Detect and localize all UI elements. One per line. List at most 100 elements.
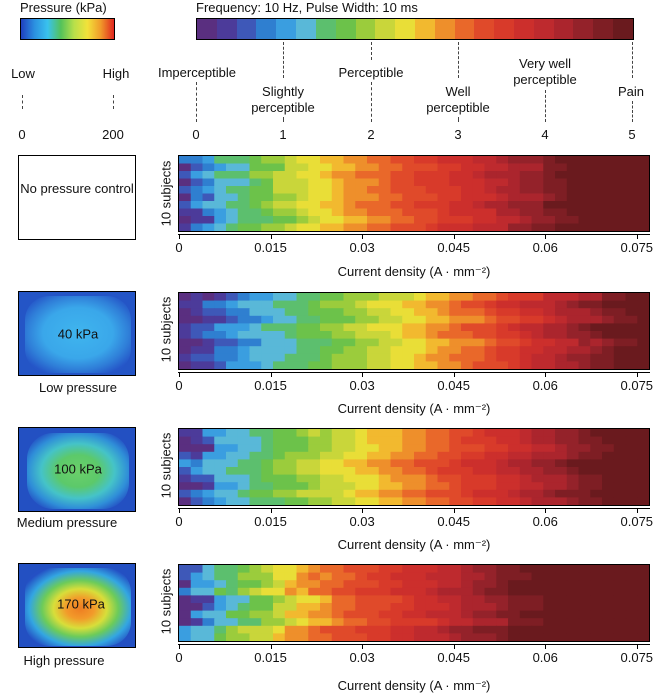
- heatmap-cell: [461, 595, 474, 604]
- heatmap-cell: [355, 300, 368, 309]
- heatmap-cell: [519, 186, 533, 195]
- heatmap-cell: [308, 451, 321, 460]
- heatmap-cell: [461, 323, 474, 332]
- heatmap-cell: [414, 361, 427, 369]
- heatmap-cell: [308, 587, 321, 596]
- heatmap-cell: [508, 156, 521, 165]
- heatmap-cell: [237, 156, 251, 165]
- heatmap-cell: [190, 171, 204, 180]
- heatmap-cell: [449, 353, 462, 362]
- heatmap-cell: [472, 216, 486, 225]
- heatmap-cell: [414, 331, 427, 340]
- heatmap-cell: [437, 315, 450, 324]
- heatmap-cell: [308, 186, 321, 195]
- heatmap-cell: [214, 618, 227, 627]
- heatmap-cell: [437, 338, 450, 347]
- heatmap-cell: [566, 315, 580, 324]
- heatmap-cell: [402, 565, 415, 574]
- heatmap-cell: [637, 625, 649, 634]
- heatmap-cell: [355, 451, 368, 460]
- heatmap-cell: [555, 429, 568, 438]
- heatmap-cell: [578, 208, 591, 217]
- heatmap-cell: [590, 467, 603, 476]
- heatmap-cell: [461, 223, 474, 231]
- heatmap-cell: [555, 323, 568, 332]
- heatmap-cell: [284, 193, 298, 202]
- heatmap-cell: [637, 308, 649, 317]
- heatmap-cell: [202, 467, 215, 476]
- heatmap-cell: [555, 216, 568, 225]
- heatmap-cell: [273, 201, 286, 210]
- heatmap-cell: [543, 618, 556, 627]
- heatmap-cell: [261, 444, 274, 453]
- heatmap-cell: [461, 171, 474, 180]
- heatmap-cell: [237, 300, 251, 309]
- heatmap-cell: [308, 444, 321, 453]
- heatmap-cell: [590, 208, 603, 217]
- heatmap-cell: [378, 208, 392, 217]
- heatmap-cell: [613, 625, 627, 634]
- heatmap-cell: [625, 618, 638, 627]
- heatmap-cell: [543, 156, 556, 165]
- heatmap-cell: [566, 625, 580, 634]
- heatmap-cell: [566, 565, 580, 574]
- heatmap-cell: [484, 451, 497, 460]
- pressure-high-dash: [113, 95, 114, 109]
- heatmap-cell: [613, 323, 627, 332]
- heatmap-cell: [214, 193, 227, 202]
- heatmap-cell: [390, 208, 403, 217]
- x-tick-label: 0.03: [349, 240, 375, 255]
- heatmap-cell: [484, 178, 497, 187]
- heatmap-cell: [237, 618, 251, 627]
- heatmap-cell: [508, 580, 521, 589]
- x-tick-label: 0.06: [532, 514, 558, 529]
- heatmap-cell: [472, 610, 486, 619]
- heatmap-cell: [461, 156, 474, 165]
- heatmap-cell: [613, 338, 627, 347]
- heatmap-cell: [543, 293, 556, 302]
- heatmap-cell: [613, 171, 627, 180]
- heatmap-cell: [531, 193, 544, 202]
- heatmap-cell: [214, 474, 227, 483]
- heatmap-cell: [226, 580, 239, 589]
- heatmap-cell: [226, 618, 239, 627]
- x-tick: [636, 508, 638, 513]
- heatmap-cell: [484, 459, 497, 468]
- heatmap-cell: [449, 444, 462, 453]
- heatmap-cell: [425, 587, 439, 596]
- heatmap-cell: [367, 208, 380, 217]
- heatmap-cell: [214, 331, 227, 340]
- heatmap-cell: [308, 572, 321, 581]
- heatmap-cell: [472, 459, 486, 468]
- heatmap-cell: [566, 633, 580, 641]
- heatmap-cell: [414, 625, 427, 634]
- heatmap-cell: [343, 595, 356, 604]
- heatmap-cell: [226, 459, 239, 468]
- heatmap-cell: [320, 603, 333, 612]
- heatmap-cell: [414, 572, 427, 581]
- heatmap-cell: [355, 595, 368, 604]
- heatmap-cell: [425, 201, 439, 210]
- heatmap-cell: [555, 300, 568, 309]
- heatmap-cell: [402, 459, 415, 468]
- heatmap-cell: [613, 474, 627, 483]
- heatmap-cell: [237, 361, 251, 369]
- heatmap-cell: [226, 489, 239, 498]
- heatmap-cell: [355, 361, 368, 369]
- heatmap-cell: [437, 595, 450, 604]
- heatmap-cell: [390, 223, 403, 231]
- heatmap-cell: [555, 595, 568, 604]
- heatmap-cell: [472, 603, 486, 612]
- heatmap-cell: [237, 595, 251, 604]
- heatmap-cell: [402, 331, 415, 340]
- heatmap-cell: [637, 587, 649, 596]
- heatmap-cell: [461, 467, 474, 476]
- heatmap-cell: [402, 610, 415, 619]
- heatmap-cell: [625, 572, 638, 581]
- heatmap-cell: [190, 436, 204, 445]
- heatmap-cell: [190, 308, 204, 317]
- heatmap-cell: [202, 331, 215, 340]
- heatmap-cell: [472, 436, 486, 445]
- heatmap-cell: [566, 580, 580, 589]
- heatmap-cell: [543, 308, 556, 317]
